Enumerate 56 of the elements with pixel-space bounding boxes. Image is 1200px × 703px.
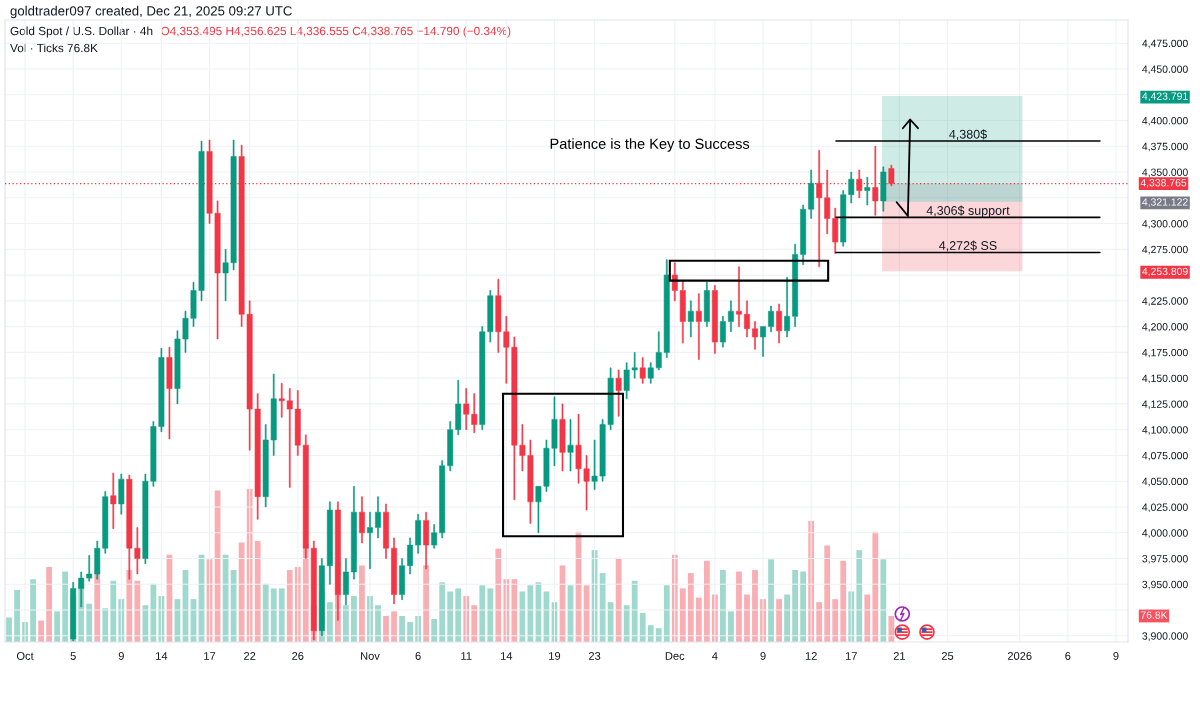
x-tick-label: 17 xyxy=(204,652,216,660)
x-tick-label: Oct xyxy=(16,652,34,660)
ref-line-label: 4,272$ SS xyxy=(939,240,997,252)
y-tick-label: 3,975.000 xyxy=(1142,555,1188,564)
y-tick-label: 4,100.000 xyxy=(1142,426,1188,435)
y-tick-label: 4,253.809 xyxy=(1142,267,1188,277)
x-tick-label: 9 xyxy=(1113,652,1119,660)
x-tick-label: 14 xyxy=(156,652,168,660)
x-tick-label: 25 xyxy=(941,652,954,660)
x-tick-label: 9 xyxy=(118,652,124,660)
x-tick-label: 9 xyxy=(760,652,766,660)
x-tick-label: Nov xyxy=(361,652,380,660)
y-tick-label: 4,225.000 xyxy=(1142,297,1188,306)
x-tick-label: 26 xyxy=(292,652,304,660)
x-tick-label: 5 xyxy=(70,652,76,660)
y-tick-label: 4,375.000 xyxy=(1142,142,1188,152)
text: O4,353.495 H4,356.625 L4,336.555 C4,338.765 −14.790 (−0.34%) xyxy=(161,26,511,38)
y-tick-label: 4,450.000 xyxy=(1142,65,1188,75)
y-tick-label: 4,400.000 xyxy=(1142,116,1188,126)
x-tick-label: 14 xyxy=(501,652,513,660)
y-tick-label: 4,125.000 xyxy=(1142,400,1188,410)
text: 76.8K xyxy=(1140,611,1168,619)
ref-line-label: 4,380$ xyxy=(949,129,987,141)
y-tick-label: 3,900.000 xyxy=(1142,632,1188,641)
y-tick-label: 4,300.000 xyxy=(1142,220,1188,229)
x-tick-label: 6 xyxy=(415,652,421,660)
annotation: Patience is the Key to Success xyxy=(550,138,750,152)
x-tick-label: 6 xyxy=(1065,652,1071,660)
x-tick-label: 2026 xyxy=(1007,652,1032,660)
y-tick-label: 4,475.000 xyxy=(1142,39,1188,49)
y-tick-label: 4,200.000 xyxy=(1142,323,1188,332)
x-tick-label: 21 xyxy=(893,652,906,660)
annotation: Vol · Ticks 76.8K xyxy=(10,43,98,53)
y-tick-label: 4,275.000 xyxy=(1142,245,1188,255)
y-tick-label: 4,321.122 xyxy=(1142,198,1188,207)
y-tick-label: 4,350.000 xyxy=(1142,168,1188,178)
y-tick-label: 4,150.000 xyxy=(1142,374,1188,384)
ref-line-label: 4,338.765 xyxy=(1140,179,1187,188)
y-tick-label: 4,000.000 xyxy=(1142,529,1188,538)
y-tick-label: 4,175.000 xyxy=(1142,348,1188,358)
x-tick-label: 11 xyxy=(461,652,472,660)
y-tick-label: 4,050.000 xyxy=(1142,477,1188,487)
x-tick-label: 19 xyxy=(549,652,561,660)
x-tick-label: 22 xyxy=(244,652,256,660)
y-tick-label: 3,950.000 xyxy=(1142,580,1188,590)
x-tick-label: 23 xyxy=(588,652,601,660)
y-tick-label: 4,075.000 xyxy=(1142,451,1188,461)
x-tick-label: 12 xyxy=(805,652,817,660)
x-tick-label: Dec xyxy=(665,652,685,660)
y-tick-label: 4,423.791 xyxy=(1142,92,1188,102)
text: Gold Spot / U.S. Dollar · 4h xyxy=(10,26,153,38)
y-tick-label: 4,025.000 xyxy=(1142,503,1188,513)
ref-line-label: 4,306$ support xyxy=(926,205,1010,218)
x-tick-label: 4 xyxy=(712,652,718,660)
x-tick-label: 17 xyxy=(845,652,857,660)
text: goldtrader097 created, Dec 21, 2025 09:27 UTC xyxy=(10,5,292,19)
